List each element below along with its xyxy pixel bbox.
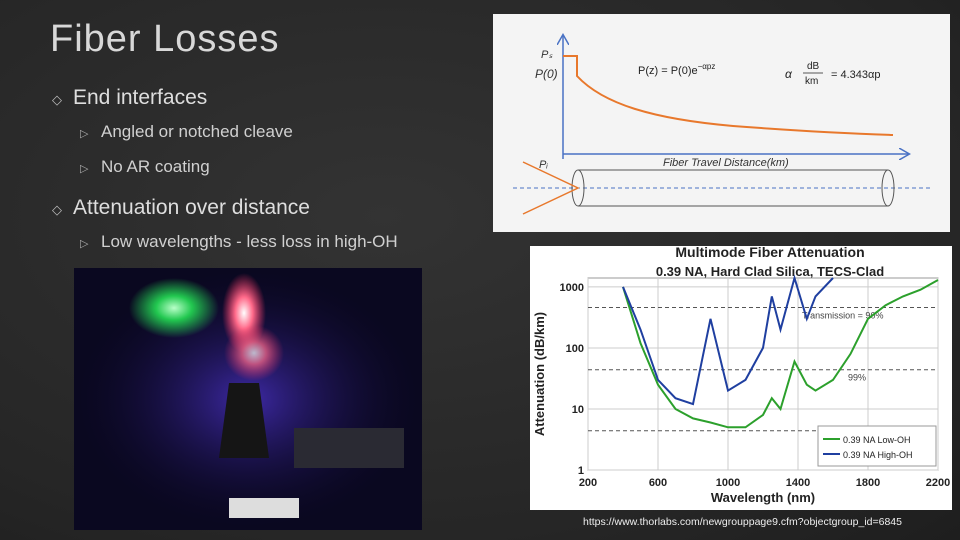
loss-diagram: Pₛ P(0) P(z) = P(0)e−αpz α dB km = 4.343… [493,14,950,232]
annotation: Transmission = 90% [802,310,883,320]
bullet-marker: ◇ [52,92,62,107]
bullet-marker: ▷ [80,238,89,250]
series-line [622,274,834,406]
x-tick-label: 1400 [786,477,810,489]
y-tick-label: 1 [578,465,584,477]
fiber [578,169,888,207]
x-tick-label: 600 [649,477,667,489]
photo [74,268,422,530]
label: P(0) [535,67,558,81]
annotation: 99% [848,373,866,383]
formula: = 4.343αp [831,69,880,81]
glow [224,325,284,381]
x-tick-label: 200 [579,477,597,489]
equipment [294,428,404,468]
source-link: https://www.thorlabs.com/newgrouppage9.c… [583,516,902,528]
formula-exp: −αpz [698,62,716,71]
chart: Multimode Fiber Attenuation 0.39 NA, Har… [532,244,950,505]
formula: P(z) = P(0)e−αpz [638,62,715,77]
diagram-svg: Pₛ P(0) P(z) = P(0)e−αpz α dB km = 4.343… [513,14,933,215]
series-line [622,279,939,429]
legend-label: 0.39 NA Low-OH [843,435,911,445]
sub-bullet: Angled or notched cleave [101,122,293,141]
legend [817,425,937,467]
x-tick-label: 2200 [926,477,950,489]
glow [129,278,219,338]
bullet: End interfaces [73,86,208,109]
y-tick-label: 10 [572,404,584,416]
y-tick-label: 1000 [560,282,584,294]
x-axis-label: Wavelength (nm) [711,490,815,505]
stand [219,383,269,458]
sub-bullet: Low wavelengths - less loss in high-OH [101,232,398,251]
bullet: Attenuation over distance [73,196,310,219]
photo-art [74,268,422,530]
formula: km [805,76,818,87]
x-axis-label: Fiber Travel Distance(km) [663,157,789,169]
base [229,498,299,518]
formula-base: P(z) = P(0)e [638,65,698,77]
light-ray [522,161,580,215]
label: Pₛ [541,49,553,61]
y-tick-label: 100 [566,343,584,355]
chart-title: Multimode Fiber Attenuation [675,246,864,260]
bullet-marker: ▷ [80,163,89,175]
attenuation-chart: Multimode Fiber Attenuation 0.39 NA, Har… [530,244,952,510]
fiber-end [881,169,895,207]
chart-subtitle: 0.39 NA, Hard Clad Silica, TECS-Clad [656,264,884,279]
legend-label: 0.39 NA High-OH [843,450,913,460]
formula: dB [807,61,820,72]
y-axis-label: Attenuation (dB/km) [532,312,547,436]
formula: α [785,67,793,81]
bullet-marker: ◇ [52,202,62,217]
x-tick-label: 1000 [716,477,740,489]
label: Pᵢ [539,159,548,171]
bullet-marker: ▷ [80,128,89,140]
slide-title: Fiber Losses [50,18,280,60]
sub-bullet: No AR coating [101,157,210,176]
fiber-end [571,169,585,207]
loss-curve [563,55,894,136]
x-tick-label: 1800 [856,477,880,489]
